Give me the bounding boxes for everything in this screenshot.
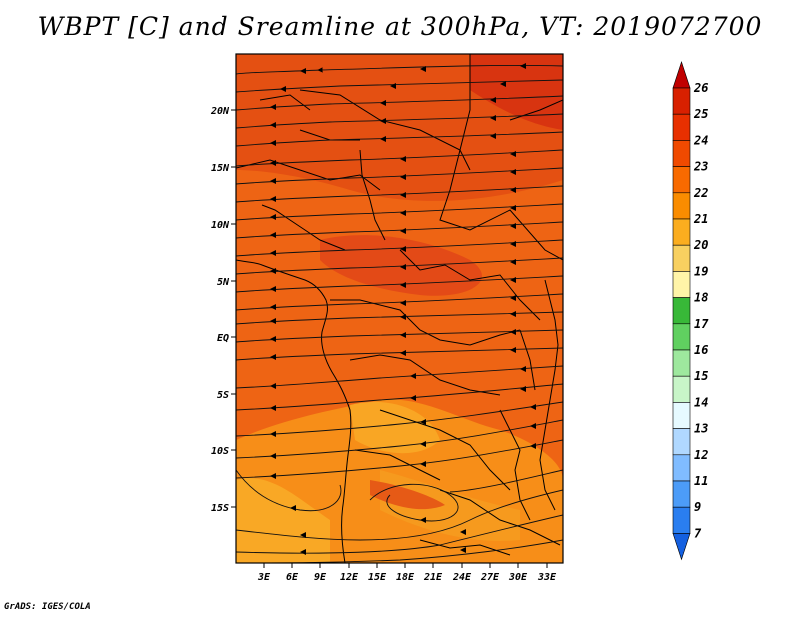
colorbar-label: 7 — [694, 526, 702, 540]
lon-tick-label: 9E — [314, 572, 327, 583]
streamlines — [236, 65, 563, 563]
lon-tick-label: 27E — [480, 572, 500, 583]
lat-tick-label: 15S — [211, 503, 229, 514]
lat-tick-label: 5N — [217, 277, 230, 288]
colorbar-swatch — [672, 480, 691, 508]
coastline-borders — [236, 54, 563, 563]
colorbar-label: 9 — [694, 500, 701, 514]
streamline-arrows — [270, 63, 536, 555]
colorbar: 26 25 24 23 22 21 20 19 18 17 16 15 14 13 12 11 9 7 — [672, 61, 709, 561]
latitude-axis: 20N 15N 10N 5N EQ 5S 10S 15S — [210, 106, 236, 514]
colorbar-swatch — [672, 87, 691, 115]
colorbar-label: 21 — [693, 212, 708, 226]
colorbar-label: 13 — [694, 422, 708, 436]
colorbar-swatch — [672, 244, 691, 272]
lon-tick-label: 33E — [537, 572, 557, 583]
lat-tick-label: 10N — [211, 220, 230, 231]
colorbar-swatch — [672, 166, 691, 194]
colorbar-label: 18 — [694, 291, 708, 305]
red-patch-south — [370, 480, 445, 510]
lon-tick-label: 15E — [368, 572, 387, 583]
colorbar-label: 20 — [693, 238, 708, 252]
lon-tick-label: 21E — [423, 572, 443, 583]
colorbar-label: 22 — [693, 186, 708, 200]
colorbar-swatch — [672, 349, 691, 377]
colorbar-label: 23 — [693, 160, 708, 174]
colorbar-swatch — [672, 113, 691, 141]
colorbar-label: 25 — [693, 107, 708, 121]
chart-title: WBPT [C] and Sreamline at 300hPa, VT: 20… — [37, 12, 763, 41]
longitude-axis: 3E 6E 9E 12E 15E 18E 21E 24E 27E 30E 33E — [257, 563, 557, 583]
colorbar-label: 17 — [694, 317, 709, 331]
lat-tick-label: 10S — [211, 446, 229, 457]
lat-tick-label: 15N — [211, 163, 230, 174]
grads-credit: GrADS: IGES/COLA — [4, 602, 91, 612]
colorbar-swatch — [672, 271, 691, 298]
colorbar-swatch — [672, 140, 691, 167]
colorbar-label: 14 — [694, 395, 708, 409]
lon-tick-label: 30E — [508, 572, 528, 583]
colorbar-swatch — [672, 192, 691, 220]
hot-region-northeast — [470, 54, 563, 130]
lat-tick-label: 5S — [217, 390, 229, 401]
colorbar-top-arrow — [672, 61, 691, 89]
lon-tick-label: 6E — [286, 572, 299, 583]
colorbar-swatch — [672, 218, 691, 246]
lon-tick-label: 24E — [452, 572, 472, 583]
colorbar-swatch — [672, 454, 691, 482]
colorbar-bottom-arrow — [672, 533, 691, 561]
colorbar-swatch — [672, 402, 691, 429]
yellow-region-southwest — [236, 478, 330, 563]
warm-region-congo — [320, 235, 482, 296]
colorbar-swatch — [672, 323, 691, 351]
colorbar-label: 12 — [694, 448, 708, 462]
lon-tick-label: 12E — [340, 572, 359, 583]
colorbar-label: 15 — [694, 369, 708, 383]
colorbar-label: 16 — [694, 343, 708, 357]
colorbar-swatch — [672, 506, 691, 534]
colorbar-label: 26 — [693, 81, 708, 95]
colorbar-swatch — [672, 428, 691, 456]
colorbar-label: 19 — [694, 264, 708, 278]
colorbar-label: 24 — [693, 133, 708, 147]
map-plot-area — [236, 54, 563, 563]
map-frame — [235, 53, 564, 564]
colorbar-swatch — [672, 375, 691, 403]
orange-region-zambia — [380, 470, 520, 541]
colorbar-label: 11 — [694, 474, 708, 488]
yellow-region-angola — [350, 401, 440, 454]
colorbar-swatch — [672, 297, 691, 325]
lat-tick-label: 20N — [210, 106, 230, 117]
lon-tick-label: 3E — [257, 572, 271, 583]
lat-tick-label: EQ — [217, 333, 229, 344]
lon-tick-label: 18E — [396, 572, 415, 583]
